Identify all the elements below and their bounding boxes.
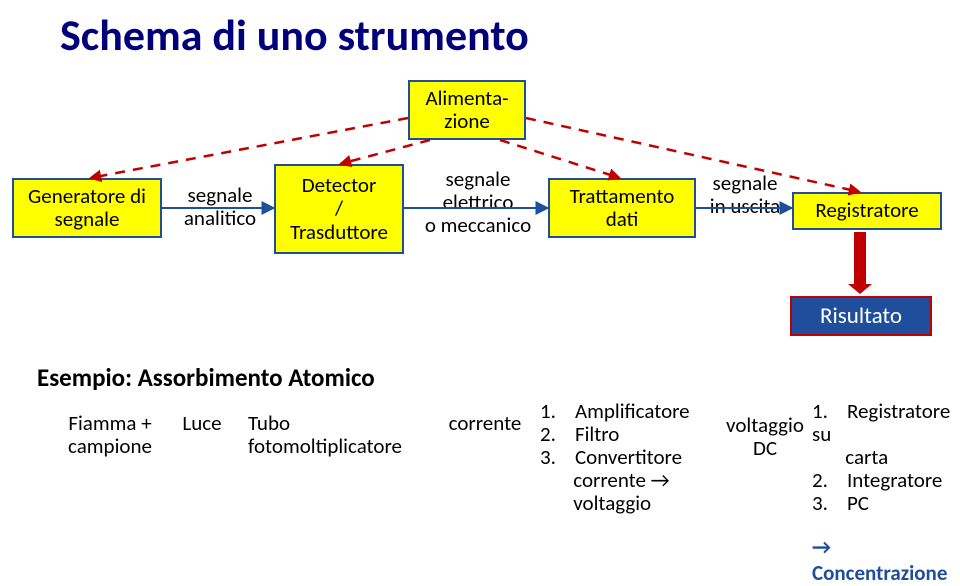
ex5-n3: 3. bbox=[540, 444, 556, 470]
lbl-elettrico-l3: o meccanico bbox=[425, 212, 531, 238]
ex1-l1: Fiamma + bbox=[68, 410, 151, 436]
ex7-n1: 1. bbox=[812, 398, 828, 424]
arrow-icon: → bbox=[812, 534, 831, 560]
ex6-l1: voltaggio bbox=[726, 412, 804, 438]
lbl-elettrico-l1: segnale bbox=[446, 166, 511, 192]
page-title: Schema di uno strumento bbox=[60, 8, 529, 62]
lbl-analitico-l2: analitico bbox=[184, 205, 256, 231]
box-trat-l1: Trattamento bbox=[570, 185, 675, 208]
box-alim-l2: zione bbox=[444, 110, 490, 133]
diagram-page: Schema di uno strumento Alimenta- zione … bbox=[0, 0, 960, 567]
ex7-n2: 2. bbox=[812, 467, 828, 493]
box-det-l3: Trasduttore bbox=[290, 221, 388, 244]
label-segnale-analitico: segnale analitico bbox=[170, 184, 270, 230]
label-segnale-elettrico: segnale elettrico o meccanico bbox=[413, 168, 543, 237]
example-col-amplificatore: 1. Amplificatore 2. Filtro 3. Convertito… bbox=[540, 400, 710, 515]
box-det-l1: Detector bbox=[302, 174, 377, 197]
ex5-t4: corrente → bbox=[573, 467, 669, 493]
ex7-t2: Integratore bbox=[847, 467, 942, 493]
example-col-corrente: corrente bbox=[440, 412, 530, 435]
example-col-tubo: Tubo fotomoltiplicatore bbox=[248, 412, 428, 458]
example-col-registratore: 1. Registratore su carta 2. Integratore … bbox=[812, 400, 960, 515]
lbl-analitico-l1: segnale bbox=[188, 182, 253, 208]
box-reg-l1: Registratore bbox=[815, 199, 918, 222]
box-gen-l2: segnale bbox=[55, 208, 120, 231]
ex7-t1b: carta bbox=[845, 444, 888, 470]
ex7-t3: PC bbox=[847, 490, 869, 516]
ex3-l2: fotomoltiplicatore bbox=[248, 433, 402, 459]
example-col-luce: Luce bbox=[172, 412, 232, 435]
box-trattamento: Trattamento dati bbox=[548, 178, 696, 238]
ex5-t2: Filtro bbox=[575, 421, 619, 447]
lbl-elettrico-l2: elettrico bbox=[443, 189, 514, 215]
ex3-l1: Tubo bbox=[248, 410, 290, 436]
ex5-n2: 2. bbox=[540, 421, 556, 447]
box-alimentazione: Alimenta- zione bbox=[408, 80, 526, 140]
example-col-voltaggio: voltaggio DC bbox=[720, 414, 810, 460]
concentration-label: → Concentrazione bbox=[812, 534, 960, 586]
lbl-uscita-l2: in uscita bbox=[710, 193, 780, 219]
box-registratore: Registratore bbox=[792, 192, 942, 230]
ex6-l2: DC bbox=[753, 435, 777, 461]
ex7-t1: Registratore su bbox=[812, 398, 950, 447]
ex5-t5: voltaggio bbox=[573, 490, 651, 516]
ex5-n1: 1. bbox=[540, 398, 556, 424]
label-segnale-uscita: segnale in uscita bbox=[700, 172, 790, 218]
box-detector: Detector / Trasduttore bbox=[274, 164, 404, 254]
ex5-t1: Amplificatore bbox=[575, 398, 690, 424]
example-heading: Esempio: Assorbimento Atomico bbox=[37, 362, 375, 393]
ex1-l2: campione bbox=[68, 433, 152, 459]
box-trat-l2: dati bbox=[606, 208, 639, 231]
box-alim-l1: Alimenta- bbox=[425, 87, 508, 110]
lbl-uscita-l1: segnale bbox=[713, 170, 778, 196]
ex7-n3: 3. bbox=[812, 490, 828, 516]
conc-text: Concentrazione bbox=[812, 560, 947, 586]
example-col-fiamma: Fiamma + campione bbox=[60, 412, 160, 458]
box-generatore: Generatore di segnale bbox=[12, 178, 162, 238]
ex5-t3: Convertitore bbox=[575, 444, 682, 470]
box-risultato: Risultato bbox=[790, 296, 932, 336]
box-gen-l1: Generatore di bbox=[28, 185, 146, 208]
box-det-l2: / bbox=[335, 197, 343, 220]
